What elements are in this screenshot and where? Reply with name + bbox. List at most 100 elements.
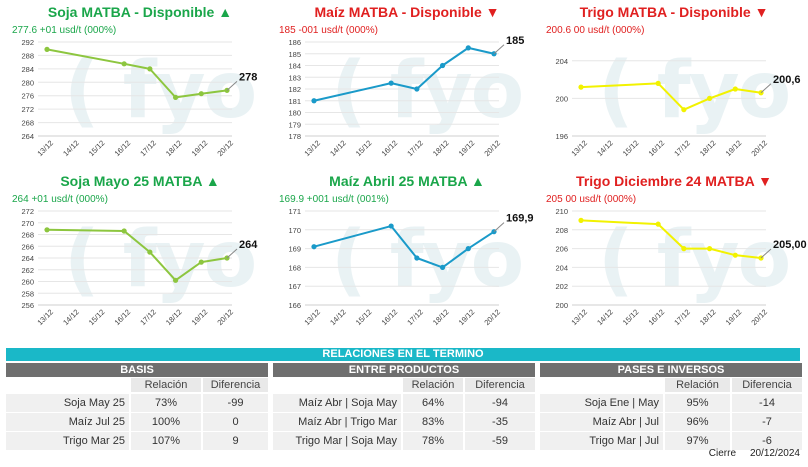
y-tick-label: 266 bbox=[21, 242, 34, 251]
last-value-label: 200,6 bbox=[773, 74, 801, 86]
chart-subtitle: 200.6 00 usd/t (000%) bbox=[546, 25, 645, 36]
data-point bbox=[198, 259, 204, 265]
x-tick-label: 19/12 bbox=[457, 307, 477, 327]
last-value-leader bbox=[760, 248, 772, 259]
data-point bbox=[198, 91, 204, 97]
y-tick-label: 181 bbox=[288, 97, 301, 106]
y-tick-label: 186 bbox=[288, 38, 301, 47]
chart-panel-trigo-dic: ( fyo Trigo Diciembre 24 MATBA ▼ 205 00 us… bbox=[540, 173, 808, 345]
y-tick-label: 272 bbox=[21, 105, 34, 114]
chart-svg: 178 179 180 181 182 183 184 185 186 13/12 14/12 15/… bbox=[288, 35, 524, 158]
difference-value: -99 bbox=[203, 394, 268, 412]
difference-value: -59 bbox=[465, 432, 535, 450]
row-label: Trigo Mar 25 bbox=[6, 432, 129, 450]
column-header: Relación bbox=[403, 378, 463, 392]
y-tick-label: 206 bbox=[555, 245, 568, 254]
data-point bbox=[706, 95, 713, 101]
relations-banner: RELACIONES EN EL TERMINO bbox=[6, 348, 800, 361]
y-tick-label: 268 bbox=[21, 119, 34, 128]
relation-value: 83% bbox=[403, 413, 463, 431]
x-tick-label: 13/12 bbox=[302, 138, 322, 158]
x-tick-label: 20/12 bbox=[215, 307, 235, 327]
last-value-label: 185 bbox=[506, 35, 524, 47]
y-tick-label: 166 bbox=[288, 301, 301, 310]
data-point bbox=[465, 45, 471, 51]
data-point bbox=[172, 277, 179, 283]
x-tick-label: 20/12 bbox=[482, 307, 502, 327]
chart-title-text: Maíz MATBA - Disponible bbox=[314, 4, 482, 20]
last-value-leader bbox=[493, 222, 505, 233]
trend-arrow-icon: ▲ bbox=[205, 173, 220, 189]
x-tick-label: 14/12 bbox=[328, 307, 348, 327]
chart-panel-soja-disp: ( fyo Soja MATBA - Disponible ▲ 277.6 +01 … bbox=[6, 4, 274, 176]
data-point bbox=[147, 66, 153, 72]
x-tick-label: 17/12 bbox=[405, 307, 425, 327]
data-point bbox=[655, 80, 661, 86]
x-tick-label: 13/12 bbox=[302, 307, 322, 327]
x-tick-label: 16/12 bbox=[380, 138, 400, 158]
data-point bbox=[732, 86, 738, 92]
difference-value: -14 bbox=[732, 394, 802, 412]
y-tick-label: 200 bbox=[555, 94, 568, 103]
x-tick-label: 17/12 bbox=[672, 307, 692, 327]
x-tick-label: 20/12 bbox=[749, 138, 769, 158]
data-point bbox=[414, 86, 420, 92]
x-tick-label: 18/12 bbox=[698, 138, 718, 158]
column-header: Relación bbox=[665, 378, 730, 392]
x-tick-label: 20/12 bbox=[749, 307, 769, 327]
data-point bbox=[732, 252, 738, 258]
chart-panel-maiz-abr: ( fyo Maíz Abril 25 MATBA ▲ 169.9 +001 usd… bbox=[273, 173, 541, 345]
x-tick-label: 16/12 bbox=[113, 138, 133, 158]
data-point bbox=[414, 255, 420, 261]
last-value-label: 205,00 bbox=[773, 239, 807, 251]
column-header: Diferencia bbox=[203, 378, 268, 392]
x-tick-label: 14/12 bbox=[595, 138, 615, 158]
trend-arrow-icon: ▲ bbox=[218, 4, 233, 20]
last-value-label: 169,9 bbox=[506, 213, 534, 225]
difference-value: -7 bbox=[732, 413, 802, 431]
y-tick-label: 256 bbox=[21, 301, 34, 310]
chart-subtitle: 205 00 usd/t (000%) bbox=[546, 194, 637, 205]
chart-title: Trigo Diciembre 24 MATBA ▼ bbox=[540, 173, 808, 189]
x-tick-label: 16/12 bbox=[647, 307, 667, 327]
y-tick-label: 179 bbox=[288, 120, 301, 129]
chart-title-text: Soja MATBA - Disponible bbox=[47, 4, 215, 20]
series-line bbox=[580, 219, 762, 259]
chart-subtitle: 169.9 +001 usd/t (001%) bbox=[279, 194, 389, 205]
y-tick-label: 260 bbox=[21, 278, 34, 287]
x-tick-label: 18/12 bbox=[431, 307, 451, 327]
x-tick-label: 15/12 bbox=[621, 138, 641, 158]
last-value-leader bbox=[226, 80, 238, 91]
chart-panel-maiz-disp: ( fyo Maíz MATBA - Disponible ▼ 185 -001 u… bbox=[273, 4, 541, 176]
x-tick-label: 19/12 bbox=[724, 307, 744, 327]
x-tick-label: 20/12 bbox=[215, 138, 235, 158]
data-point bbox=[655, 221, 661, 227]
series-line bbox=[46, 48, 228, 99]
series-line bbox=[313, 46, 495, 102]
chart-panel-soja-may: ( fyo Soja Mayo 25 MATBA ▲ 264 +01 usd/t (… bbox=[6, 173, 274, 345]
chart-title: Trigo MATBA - Disponible ▼ bbox=[540, 4, 808, 20]
y-tick-label: 204 bbox=[555, 263, 568, 272]
y-tick-label: 204 bbox=[555, 57, 568, 66]
data-point bbox=[681, 107, 687, 113]
y-tick-label: 169 bbox=[288, 245, 301, 254]
y-tick-label: 168 bbox=[288, 263, 301, 272]
y-tick-label: 171 bbox=[288, 207, 301, 216]
x-tick-label: 16/12 bbox=[113, 307, 133, 327]
data-point bbox=[388, 80, 394, 86]
table-title: BASIS bbox=[6, 363, 268, 377]
chart-title: Maíz MATBA - Disponible ▼ bbox=[273, 4, 541, 20]
x-tick-label: 18/12 bbox=[431, 138, 451, 158]
y-tick-label: 184 bbox=[288, 62, 301, 71]
relation-value: 64% bbox=[403, 394, 463, 412]
chart-title-text: Trigo MATBA - Disponible bbox=[579, 4, 751, 20]
difference-value: 9 bbox=[203, 432, 268, 450]
column-header: Relación bbox=[131, 378, 201, 392]
y-tick-label: 167 bbox=[288, 282, 301, 291]
x-tick-label: 16/12 bbox=[647, 138, 667, 158]
chart-subtitle: 277.6 +01 usd/t (000%) bbox=[12, 25, 117, 36]
data-point bbox=[706, 246, 713, 252]
column-header: Diferencia bbox=[732, 378, 802, 392]
y-tick-label: 270 bbox=[21, 219, 34, 228]
x-tick-label: 17/12 bbox=[138, 307, 158, 327]
